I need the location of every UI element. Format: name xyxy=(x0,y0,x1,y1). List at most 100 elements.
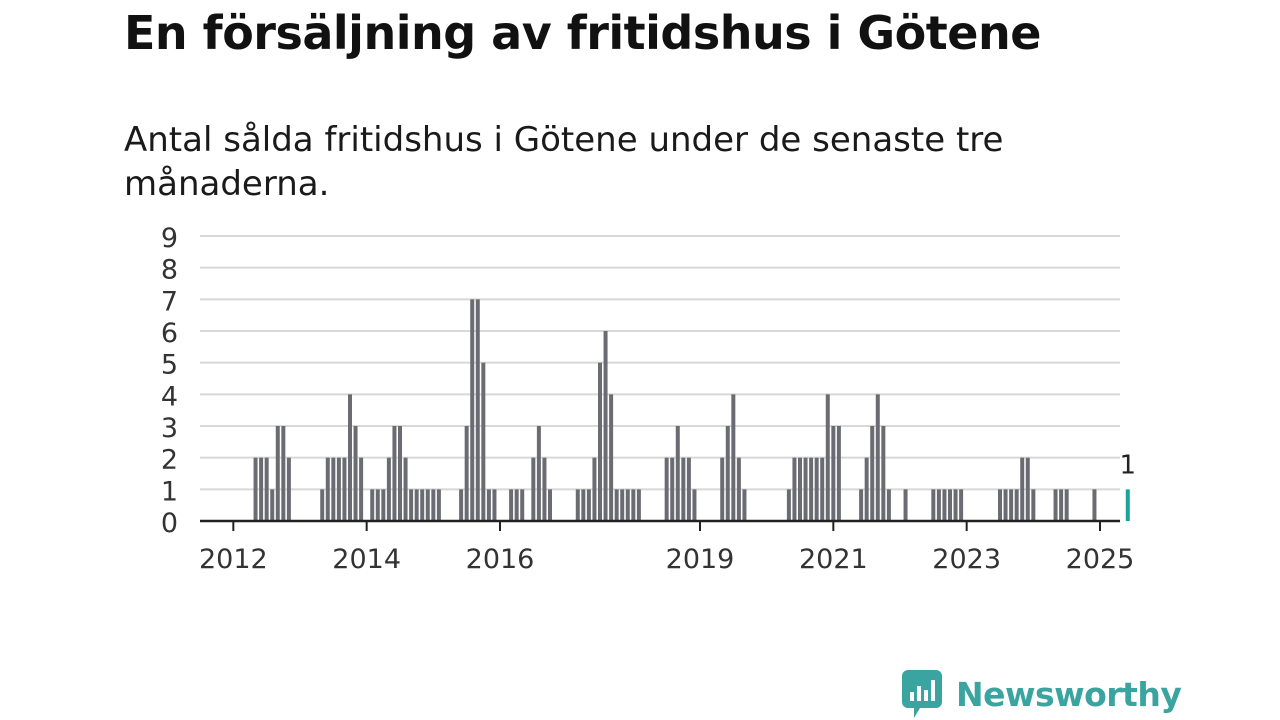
bar xyxy=(831,426,836,521)
bar xyxy=(492,489,497,521)
bar xyxy=(286,457,291,521)
bar xyxy=(803,457,808,521)
bar xyxy=(398,426,402,521)
bar xyxy=(470,299,475,521)
bar xyxy=(903,489,908,521)
bar xyxy=(475,299,480,521)
bar xyxy=(259,457,264,521)
newsworthy-logo-text: Newsworthy xyxy=(956,674,1182,714)
bar xyxy=(325,457,330,521)
bar xyxy=(675,426,680,521)
bar xyxy=(459,489,464,521)
bar xyxy=(948,489,952,521)
bar xyxy=(1031,489,1036,521)
bar xyxy=(786,489,791,521)
bar xyxy=(870,426,875,521)
bar xyxy=(320,489,325,521)
bar xyxy=(953,489,958,521)
bar xyxy=(681,457,686,521)
bar xyxy=(998,489,1002,521)
bar xyxy=(875,394,880,521)
bar xyxy=(886,489,891,521)
bar xyxy=(586,489,591,521)
y-tick-label: 1 xyxy=(161,476,178,507)
bar xyxy=(336,457,341,521)
bar xyxy=(409,489,414,521)
bar xyxy=(809,457,814,521)
bar xyxy=(509,489,514,521)
bar xyxy=(403,457,408,521)
bar xyxy=(736,457,741,521)
bar xyxy=(625,489,630,521)
bar xyxy=(942,489,947,521)
bar xyxy=(836,426,841,521)
bar xyxy=(1059,489,1064,521)
y-tick-label: 0 xyxy=(161,508,178,539)
y-tick-label: 2 xyxy=(161,445,178,476)
bar xyxy=(731,394,736,521)
x-tick-label: 2012 xyxy=(199,544,268,575)
x-tick-label: 2023 xyxy=(932,544,1001,575)
bar xyxy=(931,489,936,521)
bar xyxy=(936,489,941,521)
bar xyxy=(620,489,625,521)
bar xyxy=(631,489,636,521)
bar-data-label: 1 xyxy=(1120,450,1137,480)
bar xyxy=(742,489,747,521)
bar xyxy=(959,489,964,521)
bar xyxy=(664,457,669,521)
bar xyxy=(1092,489,1097,521)
bar xyxy=(881,426,886,521)
bar xyxy=(270,489,275,521)
bar xyxy=(348,394,352,521)
bar xyxy=(581,489,586,521)
y-tick-label: 9 xyxy=(161,223,178,254)
bar xyxy=(1014,489,1019,521)
bar xyxy=(1003,489,1008,521)
bar xyxy=(1025,457,1030,521)
y-tick-label: 6 xyxy=(161,318,178,349)
bar xyxy=(614,489,619,521)
bar xyxy=(1064,489,1069,521)
bar xyxy=(575,489,580,521)
bar xyxy=(636,489,641,521)
bar xyxy=(864,457,869,521)
bar xyxy=(692,489,697,521)
bar xyxy=(792,457,797,521)
bar xyxy=(414,489,419,521)
x-tick-label: 2019 xyxy=(666,544,735,575)
bar xyxy=(359,457,364,521)
bar xyxy=(392,426,397,521)
bar xyxy=(592,457,597,521)
bar xyxy=(1053,489,1058,521)
bar xyxy=(431,489,436,521)
y-tick-label: 5 xyxy=(161,350,178,381)
bar xyxy=(425,489,430,521)
bar xyxy=(531,457,536,521)
bar xyxy=(436,489,441,521)
bar xyxy=(386,457,391,521)
bar xyxy=(375,489,380,521)
bar xyxy=(814,457,819,521)
bar xyxy=(342,457,347,521)
bar xyxy=(1009,489,1014,521)
bar xyxy=(264,457,269,521)
bar xyxy=(420,489,425,521)
bar xyxy=(481,362,486,521)
x-tick-label: 2016 xyxy=(466,544,535,575)
x-tick-label: 2025 xyxy=(1066,544,1135,575)
y-tick-label: 8 xyxy=(161,255,178,286)
bar xyxy=(686,457,691,521)
bar xyxy=(725,426,730,521)
y-tick-label: 7 xyxy=(161,286,178,317)
bar-highlight xyxy=(1125,489,1130,521)
bar xyxy=(720,457,725,521)
newsworthy-logo-icon xyxy=(902,670,942,718)
bar xyxy=(670,457,675,521)
y-tick-label: 3 xyxy=(161,413,178,444)
y-tick-label: 4 xyxy=(161,381,178,412)
bar xyxy=(1020,457,1025,521)
x-tick-label: 2014 xyxy=(332,544,401,575)
bar xyxy=(331,457,336,521)
